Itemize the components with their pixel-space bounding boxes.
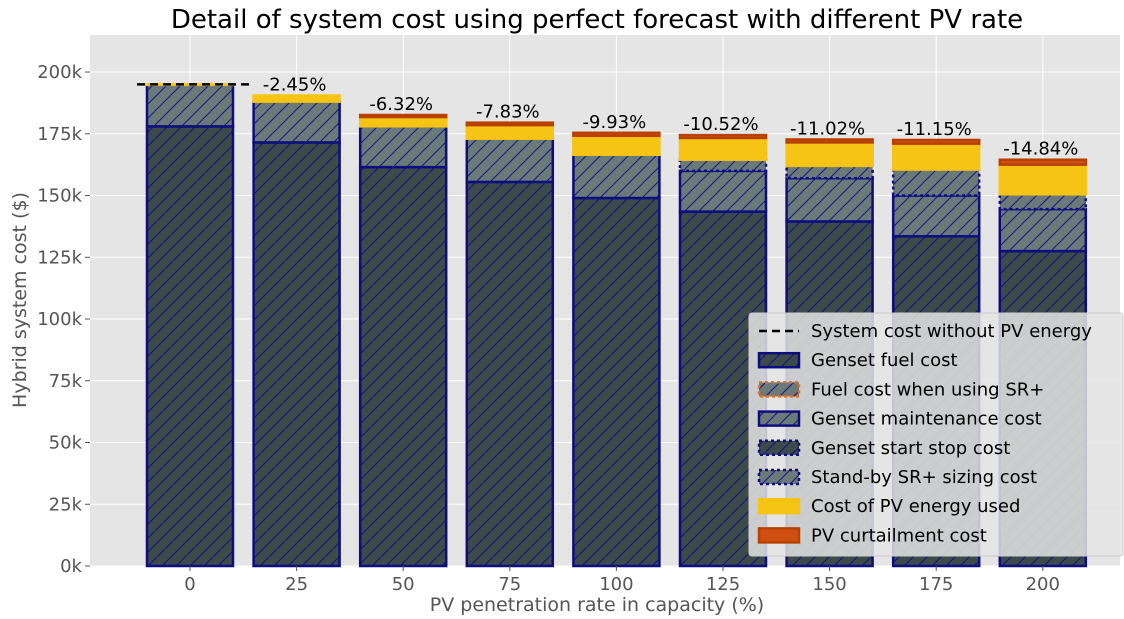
legend-patch: [759, 499, 799, 514]
bar-segment: [786, 139, 873, 143]
bar-segment: [573, 135, 660, 155]
x-tick-label: 125: [706, 574, 740, 595]
y-tick-label: 125k: [37, 247, 82, 268]
bar-hatch: [147, 126, 233, 566]
legend-entry-label: Cost of PV energy used: [811, 496, 1020, 517]
bar-outline: [891, 138, 981, 145]
legend-patch-outline: [757, 497, 801, 515]
bar-segment: [680, 137, 766, 160]
y-tick-label: 150k: [37, 186, 82, 207]
legend-entry-label: Genset maintenance cost: [811, 409, 1042, 430]
bar-segment: [786, 142, 873, 166]
bar-hatch: [466, 181, 553, 566]
bar-label: -9.93%: [583, 112, 647, 133]
bar-hatch: [680, 159, 766, 171]
bar-outline: [785, 138, 874, 144]
bar-hatch: [253, 101, 340, 143]
bar-hatch: [999, 194, 1086, 210]
legend-box: [748, 312, 1124, 557]
bar-outline: [572, 131, 661, 138]
x-tick-label: 0: [184, 574, 195, 595]
legend-patch-hatch: [759, 470, 799, 484]
bar-label: -14.84%: [1003, 139, 1078, 160]
legend-entry-label: Genset fuel cost: [811, 350, 958, 371]
y-tick-label: 100k: [37, 309, 82, 330]
legend-entry-label: PV curtailment cost: [811, 525, 987, 546]
x-tick-label: 200: [1026, 574, 1060, 595]
bar-hatch: [466, 138, 553, 182]
bar-outline: [678, 133, 768, 140]
bar-outline: [998, 158, 1088, 166]
bar-segment: [999, 164, 1086, 195]
chart-title: Detail of system cost using perfect fore…: [171, 5, 1023, 35]
bar-hatch: [253, 142, 340, 567]
bar-label: -6.32%: [369, 94, 433, 115]
bar-segment: [999, 159, 1086, 165]
x-axis-label: PV penetration rate in capacity (%): [430, 594, 764, 616]
legend-patch-hatch: [759, 353, 799, 368]
bar-segment: [466, 125, 553, 139]
bar-hatch: [360, 126, 447, 168]
bar-outline: [252, 94, 341, 103]
legend-patch-outline: [757, 410, 801, 427]
bar-hatch: [893, 169, 980, 196]
bar-hatch: [573, 154, 660, 199]
bar-outline: [465, 121, 555, 127]
bar-label: -11.15%: [897, 119, 972, 140]
legend-patch-hatch: [759, 411, 799, 426]
bar-hatch: [147, 84, 233, 127]
bar-label: -7.83%: [476, 102, 540, 123]
bar-segment: [360, 116, 447, 127]
bar-hatch: [999, 209, 1086, 252]
x-tick-label: 75: [498, 574, 521, 595]
y-tick-label: 75k: [49, 371, 83, 392]
bar-segment: [893, 143, 980, 170]
y-tick-label: 200k: [37, 62, 82, 83]
x-tick-label: 150: [812, 574, 846, 595]
bar-outline: [358, 113, 448, 119]
y-tick-label: 50k: [49, 433, 83, 454]
legend-patch: [759, 528, 799, 543]
bar-hatch: [786, 165, 873, 179]
y-tick-label: 0k: [60, 556, 82, 577]
x-tick-label: 175: [919, 574, 953, 595]
bar-hatch: [786, 178, 873, 222]
legend-entry-label: Stand-by SR+ sizing cost: [811, 467, 1037, 488]
y-axis: 0k 25k 50k 75k 100k 125k 150k 175k 200k: [37, 62, 90, 577]
x-axis: 0 25 50 75 100 125 150 175 200: [184, 566, 1060, 595]
bar-label: -2.45%: [263, 75, 327, 96]
bar-label: -11.02%: [790, 118, 865, 139]
legend-patch-outline: [757, 351, 801, 369]
legend-entry-label: System cost without PV energy: [811, 321, 1092, 342]
legend-patch-hatch: [759, 440, 799, 455]
bar-hatch: [573, 198, 660, 567]
bar-labels: -2.45% -6.32% -7.83% -9.93% -10.52% -11.02% -1…: [263, 75, 1079, 160]
bar-hatch: [893, 195, 980, 237]
legend-patch-outline: [757, 381, 801, 398]
legend-patch-outline: [757, 439, 801, 457]
legend-entry-label: Genset start stop cost: [811, 438, 1010, 459]
legend-patch-outline: [757, 468, 801, 486]
bar-hatch: [680, 170, 766, 212]
x-tick-label: 100: [599, 574, 633, 595]
x-tick-label: 50: [392, 574, 415, 595]
legend-patch-outline: [757, 527, 801, 544]
bar-segment: [893, 139, 980, 144]
y-axis-label: Hybrid system cost ($): [9, 192, 31, 408]
legend-patch-hatch: [759, 382, 799, 397]
bar-segment: [573, 132, 660, 136]
legend: System cost without PV energy Genset fuel…: [748, 312, 1124, 557]
y-tick-label: 25k: [49, 494, 83, 515]
x-tick-label: 25: [285, 574, 308, 595]
bar-hatch: [360, 167, 447, 566]
legend-entry-label: Fuel cost when using SR+: [811, 379, 1044, 400]
y-tick-label: 175k: [37, 124, 82, 145]
bar-segment: [253, 95, 340, 102]
bar-label: -10.52%: [683, 114, 758, 135]
bar-segment: [680, 135, 766, 138]
